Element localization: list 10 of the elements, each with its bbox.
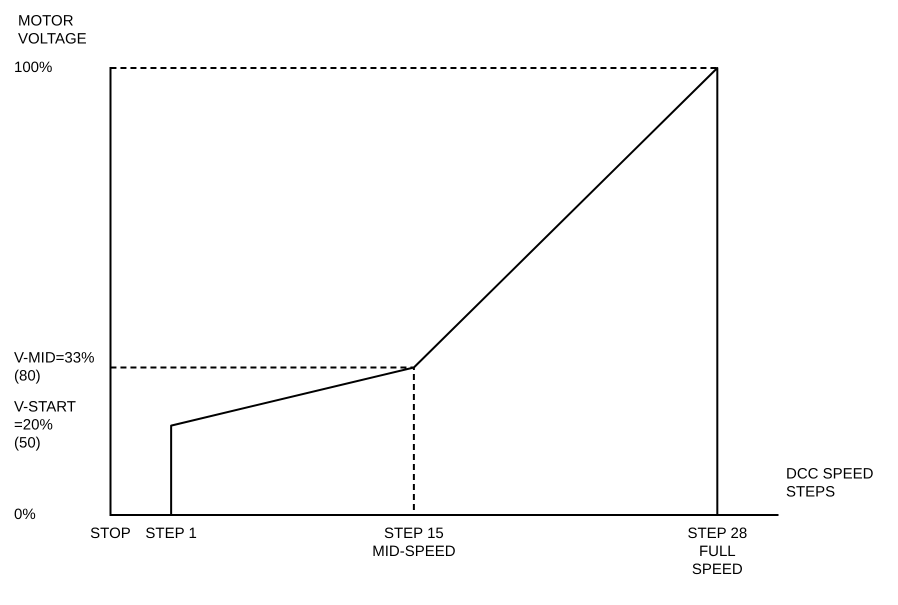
y-axis-title: MOTOR VOLTAGE bbox=[18, 12, 87, 48]
y-tick-label: 0% bbox=[14, 506, 36, 524]
x-axis-title: DCC SPEED STEPS bbox=[786, 466, 874, 501]
y-tick-label: V-START =20% (50) bbox=[14, 398, 76, 452]
x-tick-label: STEP 1 bbox=[145, 525, 197, 542]
x-tick-label: STEP 15 MID-SPEED bbox=[372, 525, 456, 560]
y-tick-label: V-MID=33% (80) bbox=[14, 350, 94, 385]
x-tick-label: STEP 28 FULL SPEED bbox=[687, 525, 748, 578]
x-tick-label: STOP bbox=[90, 525, 131, 542]
y-tick-label: 100% bbox=[14, 59, 52, 76]
